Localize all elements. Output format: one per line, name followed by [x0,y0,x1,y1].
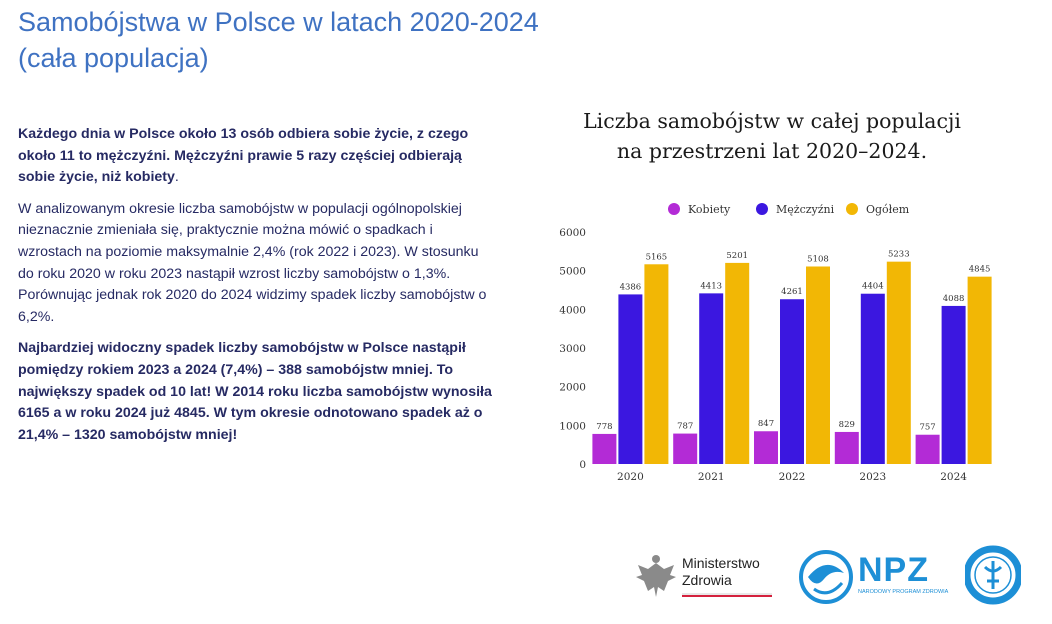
y-tick-label: 5000 [559,266,586,278]
legend-marker-2 [846,203,858,215]
y-tick-label: 2000 [559,382,586,394]
x-tick-label: 2024 [940,471,967,483]
x-tick-label: 2021 [698,471,725,483]
bar-value-label: 5233 [888,250,910,260]
ipin-emblem-icon [963,545,1023,605]
bar-value-label: 757 [919,423,935,433]
bar-ogółem-2021 [725,262,750,464]
x-tick-label: 2023 [859,471,886,483]
y-tick-label: 1000 [559,420,586,432]
bar-value-label: 4413 [700,281,722,291]
ministry-line1: Ministerstwo [682,555,760,571]
bar-ogółem-2023 [886,261,911,464]
lead-paragraph: Każdego dnia w Polsce około 13 osób odbi… [18,124,498,189]
eagle-emblem-icon [636,555,676,597]
bar-value-label: 778 [596,422,612,432]
legend-label: Ogółem [866,203,910,216]
bar-ogółem-2022 [806,266,830,464]
page-title: Samobójstwa w Polsce w latach 2020-2024 … [18,4,539,76]
bar-mężczyźni-2024 [941,305,966,464]
ministry-of-health-logo: Ministerstwo Zdrowia [630,545,780,605]
bar-value-label: 5108 [807,254,829,264]
bar-value-label: 787 [677,422,693,432]
bar-mężczyźni-2021 [699,293,724,464]
bar-value-label: 4261 [781,287,803,297]
bar-value-label: 5165 [646,252,668,262]
chart-title-line1: Liczba samobójstw w całej populacji [583,109,961,133]
bar-mężczyźni-2023 [860,293,885,464]
lead-end: . [174,169,179,186]
bar-kobiety-2023 [834,431,859,464]
y-tick-label: 6000 [559,227,586,239]
bar-value-label: 4088 [943,294,965,304]
legend-marker-1 [756,203,768,215]
ministry-line2: Zdrowia [682,572,732,588]
bar-value-label: 847 [758,419,774,429]
legend-marker-0 [668,203,680,215]
x-tick-label: 2020 [617,471,644,483]
bar-value-label: 4386 [620,282,642,292]
bar-kobiety-2024 [915,434,940,464]
y-tick-label: 3000 [559,343,586,355]
article-text: Każdego dnia w Polsce około 13 osób odbi… [18,124,498,456]
highlight-paragraph: Najbardziej widoczny spadek liczby samob… [18,340,492,443]
page-title-line1: Samobójstwa w Polsce w latach 2020-2024 [18,7,539,37]
bar-kobiety-2022 [754,431,778,464]
bar-kobiety-2021 [673,433,698,464]
bar-value-label: 4404 [862,282,884,292]
chart-title-line2: na przestrzeni lat 2020–2024. [616,139,928,163]
y-tick-label: 4000 [559,304,586,316]
lead-bold-text: Każdego dnia w Polsce około 13 osób odbi… [18,126,469,186]
chart-title: Liczba samobójstw w całej populacji na p… [552,106,992,166]
npz-logo: NPZ NARODOWY PROGRAM ZDROWIA [798,547,948,607]
ipin-logo-icon [963,545,1025,609]
y-tick-label: 0 [579,459,586,471]
bar-ogółem-2024 [967,276,992,464]
bar-kobiety-2020 [592,433,617,464]
bar-value-label: 829 [839,420,855,430]
bar-mężczyźni-2020 [618,294,643,464]
flag-bar [682,593,772,597]
legend-label: Mężczyźni [776,203,835,216]
x-tick-label: 2022 [779,471,806,483]
ministry-name: Ministerstwo Zdrowia [682,555,760,589]
page-title-line2: (cała populacja) [18,43,209,73]
npz-subtitle: NARODOWY PROGRAM ZDROWIA [858,589,949,595]
bar-chart: 0 1000 2000 3000 4000 5000 6000 Kobiety Mężczyźn… [559,203,992,483]
legend-label: Kobiety [688,203,731,216]
bar-mężczyźni-2022 [780,299,804,464]
bar-ogółem-2020 [644,264,669,464]
logos-footer: Ministerstwo Zdrowia NPZ NARODOWY PROGRA… [630,545,1045,615]
analysis-paragraph: W analizowanym okresie liczba samobójstw… [18,200,487,325]
bar-value-label: 4845 [969,265,991,275]
bar-value-label: 5201 [726,251,748,261]
npz-name: NPZ [858,551,929,589]
npz-emblem-icon [799,550,853,604]
